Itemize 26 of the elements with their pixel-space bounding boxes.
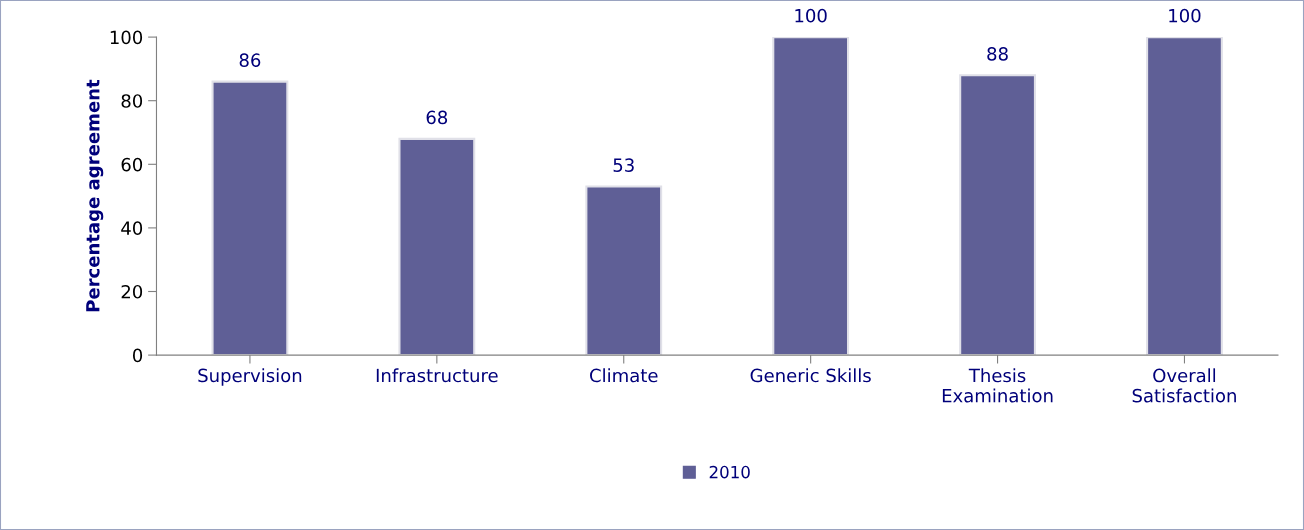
y-tick-label: 40 (121, 221, 143, 236)
y-tick-label: 20 (121, 284, 143, 299)
bar (585, 185, 663, 356)
bar (772, 37, 850, 356)
y-tick-label: 0 (132, 348, 143, 363)
data-label: 53 (613, 158, 634, 172)
bar (398, 137, 476, 356)
y-tick-label: 60 (121, 157, 143, 172)
data-label: 68 (426, 110, 448, 125)
bar (211, 80, 289, 356)
x-tick-label: Generic Skills (750, 368, 871, 383)
x-tick-label: Climate (590, 368, 658, 383)
y-tick-label: 100 (110, 30, 143, 45)
data-label: 88 (987, 46, 1008, 61)
y-tick-label: 80 (121, 94, 143, 108)
data-label: 100 (795, 8, 827, 23)
bar (959, 74, 1036, 356)
bar (1146, 37, 1223, 356)
x-tick-label: Thesis Examination (942, 368, 1053, 403)
data-label: 86 (239, 53, 261, 68)
data-label: 100 (1169, 8, 1201, 23)
y-axis-title: Percentage agreement (86, 79, 104, 312)
x-tick-label: Overall Satisfaction (1132, 368, 1236, 403)
x-tick-label: Infrastructure (376, 368, 498, 383)
x-tick-label: Supervision (198, 368, 302, 386)
legend-label: 2010 (709, 465, 750, 479)
